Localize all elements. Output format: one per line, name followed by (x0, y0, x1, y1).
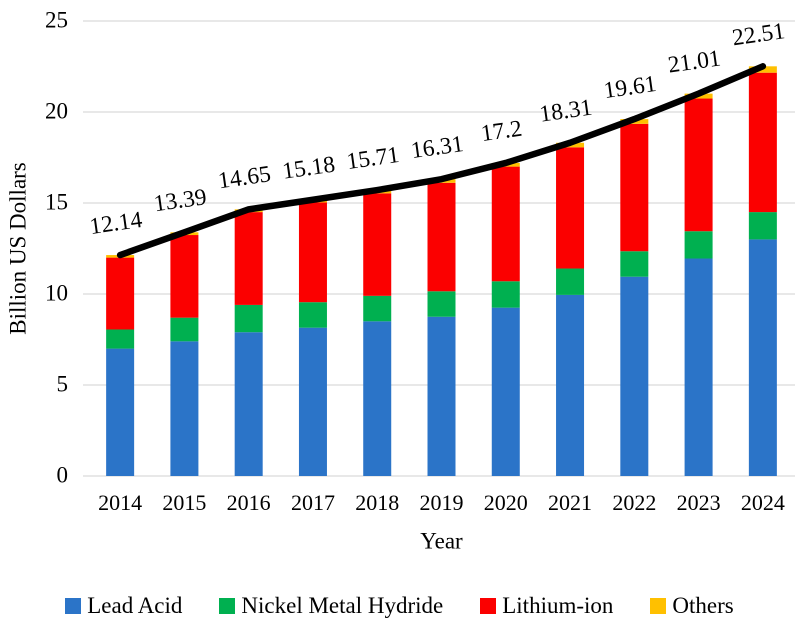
data-label: 13.39 (152, 184, 208, 217)
legend-item-others: Others (650, 593, 734, 619)
bar-segment-2021 (556, 147, 585, 269)
y-tick-label: 0 (57, 462, 69, 487)
bar-segment-2019 (427, 182, 456, 292)
data-label: 19.61 (602, 71, 658, 104)
bar-segment-2018 (363, 295, 392, 322)
x-tick-label: 2023 (677, 490, 721, 515)
bar-segment-2016 (234, 332, 263, 476)
bar-segment-2016 (234, 212, 263, 305)
y-axis-title: Billion US Dollars (5, 162, 30, 335)
data-label: 18.31 (538, 95, 594, 128)
data-label: 17.2 (479, 116, 523, 147)
bar-segment-2018 (363, 193, 392, 296)
legend-item-nickel-metal-hydride: Nickel Metal Hydride (219, 593, 443, 619)
bar-segment-2022 (620, 123, 649, 252)
bar-segment-2015 (170, 317, 199, 342)
data-label: 16.31 (409, 131, 465, 164)
legend-label: Lead Acid (87, 593, 183, 618)
bar-segment-2015 (170, 235, 199, 318)
data-label: 14.65 (216, 161, 272, 194)
bar-segment-2020 (491, 307, 520, 476)
y-tick-label: 15 (45, 189, 68, 214)
legend-label: Nickel Metal Hydride (241, 593, 444, 618)
bar-segment-2024 (748, 72, 777, 213)
y-tick-label: 10 (45, 280, 68, 305)
bar-segment-2019 (427, 316, 456, 476)
lead-acid-swatch-icon (65, 598, 82, 614)
y-tick-label: 20 (45, 98, 68, 123)
data-label: 22.51 (731, 18, 787, 51)
bar-segment-2019 (427, 291, 456, 317)
x-tick-label: 2020 (484, 490, 528, 515)
legend-label: Others (672, 593, 734, 618)
y-tick-label: 5 (57, 371, 69, 396)
x-tick-label: 2017 (291, 490, 335, 515)
bar-segment-2017 (298, 327, 327, 476)
data-label: 15.18 (281, 152, 337, 185)
x-tick-label: 2018 (355, 490, 399, 515)
x-tick-label: 2014 (98, 490, 142, 515)
bar-segment-2020 (491, 281, 520, 308)
data-label: 12.14 (88, 207, 144, 240)
bar-segment-2017 (298, 202, 327, 303)
x-tick-label: 2016 (227, 490, 271, 515)
others-swatch-icon (650, 598, 667, 614)
bar-segment-2022 (620, 276, 649, 476)
bar-segment-2018 (363, 321, 392, 476)
x-tick-label: 2022 (612, 490, 656, 515)
total-line (116, 63, 767, 259)
bar-segment-2024 (748, 239, 777, 476)
bar-segment-2016 (234, 304, 263, 333)
bar-segment-2021 (556, 294, 585, 476)
bar-segment-2020 (491, 166, 520, 282)
bar-segment-2022 (620, 251, 649, 277)
legend-item-lead-acid: Lead Acid (65, 593, 182, 619)
y-tick-label: 25 (45, 7, 68, 32)
data-label: 15.71 (345, 142, 401, 175)
bar-segment-2023 (684, 98, 713, 232)
legend-item-lithium-ion: Lithium-ion (480, 593, 613, 619)
x-tick-label: 2024 (741, 490, 785, 515)
bar-segment-2023 (684, 258, 713, 476)
bar-segment-2017 (298, 302, 327, 328)
x-tick-label: 2015 (162, 490, 206, 515)
bar-segment-2015 (170, 341, 199, 476)
bar-segment-2023 (684, 231, 713, 259)
x-axis-title: Year (420, 528, 463, 553)
chart-legend: Lead Acid Nickel Metal Hydride Lithium-i… (0, 593, 799, 619)
bar-segment-2014 (106, 348, 135, 476)
bar-segment-2021 (556, 268, 585, 295)
bar-segment-2014 (106, 257, 135, 330)
lithium-ion-swatch-icon (480, 598, 497, 614)
bar-segment-2014 (106, 329, 135, 349)
x-tick-label: 2021 (548, 490, 592, 515)
legend-label: Lithium-ion (502, 593, 614, 618)
nickel-metal-hydride-swatch-icon (219, 598, 236, 614)
data-label: 21.01 (666, 45, 722, 78)
bar-segment-2024 (748, 212, 777, 240)
x-tick-label: 2019 (420, 490, 464, 515)
